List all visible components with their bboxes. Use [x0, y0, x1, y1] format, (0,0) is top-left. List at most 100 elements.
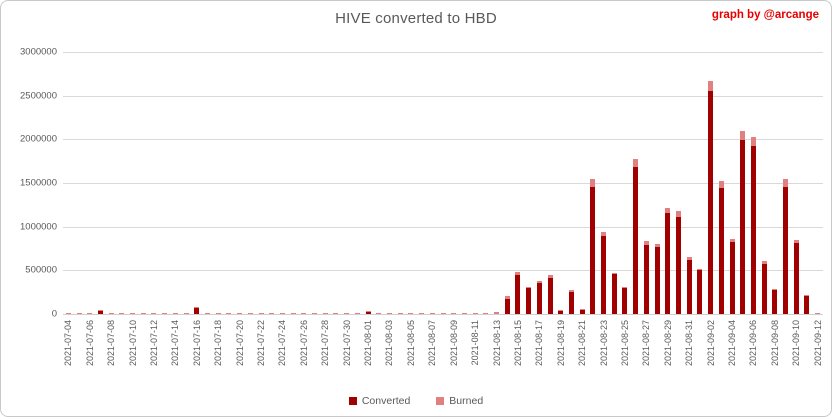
bar-segment-converted [526, 288, 532, 314]
bar-2021-08-10 [461, 313, 467, 314]
bar-2021-08-28 [654, 244, 660, 314]
x-axis-tick-label: 2021-09-06 [748, 320, 759, 367]
x-axis-tick-label: 2021-09-08 [769, 320, 780, 367]
bar-2021-08-22 [590, 179, 596, 314]
bar-segment-burned [386, 313, 392, 314]
bar-segment-burned [130, 313, 136, 314]
bar-2021-07-09 [119, 313, 125, 314]
bar-2021-07-12 [151, 313, 157, 314]
bar-segment-converted [601, 236, 607, 314]
bar-segment-burned [783, 179, 789, 187]
bar-segment-burned [151, 313, 157, 314]
bar-2021-07-20 [237, 313, 243, 314]
bar-2021-07-18 [215, 313, 221, 314]
x-axis-tick-label: 2021-09-04 [727, 320, 737, 367]
bar-segment-burned [226, 313, 232, 314]
bar-segment-burned [162, 313, 168, 314]
x-axis-tick-label: 2021-08-09 [448, 320, 459, 367]
bar-2021-09-09 [783, 179, 789, 314]
x-axis-tick-label: 2021-07-04 [63, 320, 74, 367]
bar-2021-09-02 [708, 81, 714, 314]
x-axis-tick-label: 2021-07-06 [84, 320, 95, 367]
bar-2021-09-05 [740, 131, 746, 314]
bar-segment-converted [504, 299, 510, 314]
bar-2021-07-31 [354, 313, 360, 314]
x-axis-tick-label: 2021-08-23 [598, 320, 609, 367]
bar-2021-08-26 [633, 159, 639, 314]
bar-segment-burned [215, 313, 221, 314]
legend-item-burned: Burned [436, 395, 483, 407]
bar-segment-burned [461, 313, 467, 314]
bar-2021-08-05 [408, 313, 414, 314]
legend-swatch-icon [348, 397, 357, 405]
legend-label: Converted [361, 395, 411, 407]
bar-2021-08-27 [643, 241, 649, 314]
bar-2021-07-19 [226, 313, 232, 314]
bar-segment-burned [558, 310, 564, 311]
bar-segment-burned [579, 309, 585, 310]
bar-segment-converted [643, 245, 649, 314]
bar-segment-converted [579, 310, 585, 314]
bar-2021-08-31 [686, 257, 692, 314]
bar-segment-converted [536, 283, 542, 314]
bar-segment-burned [440, 313, 446, 314]
bar-2021-07-22 [258, 313, 264, 314]
bar-2021-07-14 [172, 313, 178, 314]
bar-segment-burned [237, 313, 243, 314]
bar-segment-converted [675, 217, 681, 314]
x-axis-tick-label: 2021-08-17 [534, 320, 545, 367]
bar-segment-burned [322, 313, 328, 314]
y-axis-tick-label: 0 [51, 308, 57, 320]
y-axis-tick-label: 3000000 [20, 46, 57, 58]
bar-2021-08-12 [483, 313, 489, 314]
bar-segment-burned [419, 313, 425, 314]
x-axis-tick-label: 2021-07-16 [191, 320, 202, 367]
y-axis-tick-label: 500000 [25, 264, 57, 276]
bar-2021-08-08 [440, 313, 446, 314]
bar-segment-converted [97, 311, 103, 314]
x-axis-tick-label: 2021-07-22 [256, 320, 267, 367]
bar-segment-converted [750, 146, 756, 314]
bar-2021-08-09 [451, 313, 457, 314]
bar-2021-07-04 [65, 313, 71, 314]
bar-segment-converted [761, 264, 767, 314]
bar-segment-burned [750, 137, 756, 146]
bar-segment-burned [761, 261, 767, 264]
bar-segment-burned [65, 313, 71, 314]
bar-segment-burned [483, 313, 489, 314]
bar-segment-burned [708, 81, 714, 91]
bar-segment-burned [76, 313, 82, 314]
bar-segment-burned [601, 232, 607, 236]
bar-2021-08-19 [558, 310, 564, 314]
bar-segment-converted [740, 140, 746, 314]
legend-item-converted: Converted [348, 395, 411, 407]
bar-2021-07-16 [194, 307, 200, 314]
bar-segment-converted [697, 270, 703, 314]
bar-segment-converted [558, 311, 564, 314]
bar-segment-burned [772, 289, 778, 290]
bar-2021-08-14 [504, 296, 510, 314]
bar-segment-converted [665, 213, 671, 314]
x-axis-tick-label: 2021-08-15 [512, 320, 523, 367]
bar-segment-burned [183, 313, 189, 314]
bar-segment-converted [708, 91, 714, 314]
bar-2021-07-10 [130, 313, 136, 314]
bar-segment-burned [429, 313, 435, 314]
bar-segment-burned [815, 313, 821, 314]
bar-2021-09-08 [772, 289, 778, 314]
x-axis-tick-label: 2021-07-26 [298, 320, 309, 367]
bar-segment-burned [87, 313, 93, 314]
credit-text: graph by @arcange [711, 9, 819, 21]
y-axis-tick-label: 1500000 [20, 177, 57, 189]
bar-segment-converted [622, 288, 628, 314]
bar-2021-07-30 [344, 313, 350, 314]
bar-2021-09-01 [697, 269, 703, 314]
bar-segment-burned [290, 313, 296, 314]
bar-2021-08-15 [515, 272, 521, 314]
x-axis-tick-label: 2021-09-02 [705, 320, 716, 367]
bar-segment-burned [365, 311, 371, 312]
bar-segment-burned [547, 275, 553, 278]
x-axis-tick-label: 2021-08-21 [577, 320, 588, 367]
bar-2021-09-12 [815, 313, 821, 314]
